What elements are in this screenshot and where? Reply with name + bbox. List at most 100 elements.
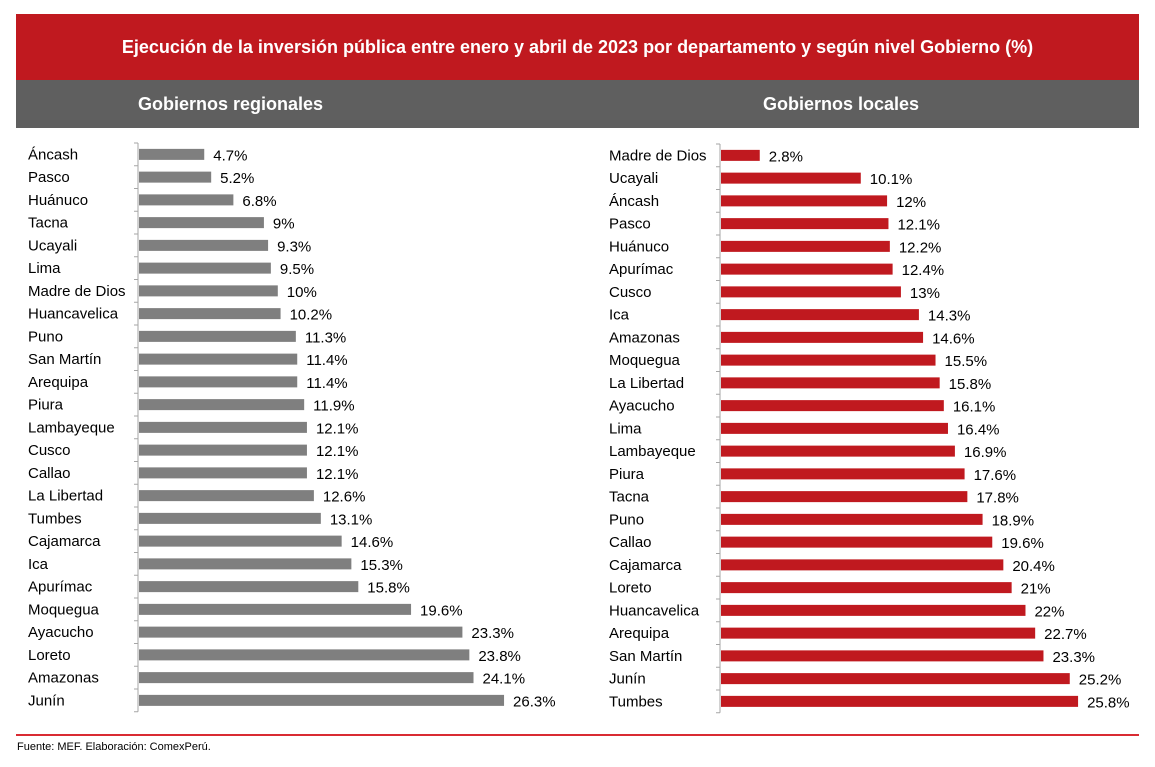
local-category-label: Ayacucho [609, 398, 675, 415]
local-value-label: 25.8% [1087, 694, 1130, 711]
local-bar [721, 400, 944, 412]
local-category-label: San Martín [609, 648, 682, 665]
regional-value-label: 11.4% [306, 352, 347, 369]
regional-category-label: La Libertad [28, 488, 103, 505]
local-bar [721, 536, 993, 548]
local-category-label: Cajamarca [609, 557, 682, 574]
regional-bar [139, 217, 264, 229]
regional-value-label: 6.8% [242, 193, 276, 210]
regional-bar [139, 672, 474, 684]
local-bar [721, 422, 948, 434]
regional-bar [139, 467, 307, 479]
local-bar [721, 218, 889, 230]
regional-category-label: Moquegua [28, 601, 100, 618]
regional-category-label: Huancavelica [28, 306, 119, 323]
local-bar [721, 604, 1026, 616]
local-category-label: Huancavelica [609, 602, 700, 619]
panel-headers: Gobiernos regionales Gobiernos locales [16, 80, 1139, 128]
local-category-label: Ucayali [609, 170, 658, 187]
local-value-label: 15.8% [949, 376, 992, 393]
regional-value-label: 12.6% [323, 489, 366, 506]
regional-bar [139, 376, 298, 388]
local-value-label: 10.1% [870, 171, 913, 188]
regional-bar [139, 330, 296, 342]
regional-value-label: 23.8% [478, 648, 521, 665]
regional-bar [139, 308, 281, 320]
regional-category-label: Amazonas [28, 670, 99, 687]
regional-category-label: Ucayali [28, 237, 77, 254]
regional-value-label: 24.1% [483, 671, 526, 688]
local-bar [721, 650, 1044, 662]
local-value-label: 12% [896, 194, 926, 211]
panel-title-regionales: Gobiernos regionales [138, 94, 324, 114]
source-note: Fuente: MEF. Elaboración: ComexPerú. [17, 741, 211, 753]
local-bar [721, 195, 888, 207]
regional-category-label: Huánuco [28, 192, 88, 209]
regional-category-label: Callao [28, 465, 71, 482]
local-value-label: 18.9% [992, 512, 1035, 529]
local-category-label: Madre de Dios [609, 147, 707, 164]
local-value-label: 25.2% [1079, 672, 1122, 689]
regional-category-label: Ica [28, 556, 49, 573]
regional-bar [139, 285, 278, 297]
local-value-label: 15.5% [945, 353, 988, 370]
local-bar [721, 695, 1079, 707]
local-bar [721, 491, 968, 503]
regional-value-label: 14.6% [351, 534, 394, 551]
local-category-label: Pasco [609, 216, 651, 233]
regional-value-label: 11.9% [313, 398, 354, 415]
local-value-label: 20.4% [1012, 558, 1055, 575]
chart-title: Ejecución de la inversión pública entre … [16, 14, 1139, 80]
local-category-label: Tacna [609, 489, 650, 506]
local-bar [721, 149, 760, 161]
regional-value-label: 12.1% [316, 443, 359, 460]
regional-category-label: Áncash [28, 146, 78, 163]
local-bar [721, 445, 955, 457]
local-bar [721, 331, 924, 343]
regional-category-label: Apurímac [28, 579, 93, 596]
regional-bar [139, 399, 305, 411]
local-category-label: Loreto [609, 580, 652, 597]
local-category-label: Amazonas [609, 329, 680, 346]
local-value-label: 17.8% [976, 490, 1019, 507]
regional-value-label: 4.7% [213, 147, 247, 164]
local-value-label: 2.8% [769, 148, 803, 165]
regional-bar [139, 239, 269, 251]
regional-bar [139, 148, 205, 160]
regional-value-label: 9.5% [280, 261, 314, 278]
regional-category-label: Arequipa [28, 374, 89, 391]
regional-value-label: 19.6% [420, 602, 463, 619]
local-category-label: Tumbes [609, 693, 663, 710]
regional-category-label: Cajamarca [28, 533, 101, 550]
regional-category-label: Cusco [28, 442, 71, 459]
footer-divider [16, 734, 1139, 736]
regional-bar [139, 512, 321, 524]
chart-title-text: Ejecución de la inversión pública entre … [121, 36, 1034, 57]
local-category-label: Lambayeque [609, 443, 696, 460]
local-category-label: Callao [609, 534, 652, 551]
regional-bar [139, 581, 359, 593]
local-value-label: 12.2% [899, 239, 942, 256]
regional-category-label: Lambayeque [28, 419, 115, 436]
local-value-label: 22% [1034, 603, 1064, 620]
regional-value-label: 12.1% [316, 420, 359, 437]
regional-value-label: 26.3% [513, 693, 556, 710]
regional-category-label: San Martín [28, 351, 101, 368]
local-bar [721, 286, 901, 298]
regional-category-label: Ayacucho [28, 624, 94, 641]
regional-category-label: Puno [28, 328, 63, 345]
local-category-label: Moquegua [609, 352, 681, 369]
local-value-label: 13% [910, 285, 940, 302]
local-category-label: Áncash [609, 193, 659, 210]
regional-value-label: 15.3% [360, 557, 403, 574]
regional-bar [139, 490, 314, 502]
local-bar [721, 263, 893, 275]
local-category-label: Apurímac [609, 261, 674, 278]
regional-bar [139, 421, 307, 433]
local-category-label: Huánuco [609, 238, 669, 255]
local-bar [721, 513, 983, 525]
local-category-label: Ica [609, 307, 630, 324]
regional-value-label: 9.3% [277, 238, 311, 255]
local-bar [721, 354, 936, 366]
